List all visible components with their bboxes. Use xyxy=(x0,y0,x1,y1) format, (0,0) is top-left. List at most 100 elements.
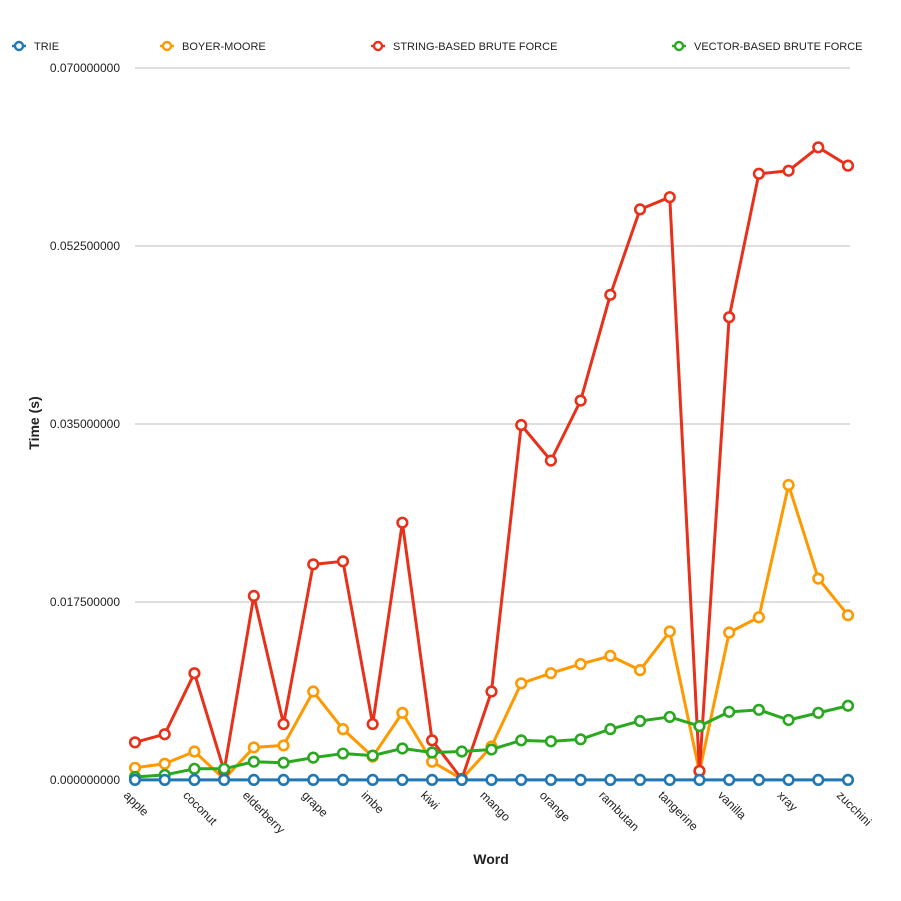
legend-label: TRIE xyxy=(34,41,59,53)
data-point xyxy=(663,710,676,724)
data-point xyxy=(307,773,320,786)
x-axis-title: Word xyxy=(473,851,509,867)
data-point xyxy=(396,773,409,786)
data-point xyxy=(425,734,439,747)
data-point xyxy=(752,703,765,716)
data-point xyxy=(128,736,142,749)
data-point xyxy=(693,719,706,733)
data-point xyxy=(604,723,617,736)
data-point xyxy=(633,773,647,786)
legend-label: BOYER-MOORE xyxy=(182,41,266,53)
x-tick-label: vanilla xyxy=(715,788,749,822)
series-vector-based-brute-force xyxy=(128,699,855,784)
data-point xyxy=(574,773,587,786)
y-axis-ticks: 0.000000000 0.017500000 0.035000000 0.05250… xyxy=(50,61,120,787)
series-string-based-brute-force xyxy=(128,141,855,786)
data-point xyxy=(247,755,260,768)
data-point xyxy=(604,649,617,663)
series-group xyxy=(128,141,855,786)
x-axis-ticks: apple coconut elderberry grape imbe kiwi mango… xyxy=(121,788,875,836)
data-point xyxy=(485,685,498,698)
data-point xyxy=(277,739,290,752)
y-axis-title: Time (s) xyxy=(26,396,42,449)
data-point xyxy=(128,773,142,786)
y-tick-label: 0.000000000 xyxy=(50,773,120,787)
data-point xyxy=(663,625,676,638)
data-point xyxy=(336,723,350,736)
legend-item: VECTOR-BASED BRUTE FORCE xyxy=(672,40,863,53)
data-point xyxy=(723,773,736,786)
data-point xyxy=(247,773,260,786)
data-point xyxy=(336,555,350,568)
data-point xyxy=(247,589,260,602)
series-boyer-moore xyxy=(128,478,855,786)
data-point xyxy=(633,203,647,216)
y-tick-label: 0.070000000 xyxy=(50,61,120,75)
data-point xyxy=(396,516,409,529)
data-point xyxy=(544,773,558,786)
series-line xyxy=(134,483,850,781)
data-point xyxy=(188,762,201,775)
data-point xyxy=(752,167,765,180)
data-point xyxy=(841,159,855,172)
legend-item: STRING-BASED BRUTE FORCE xyxy=(371,40,557,53)
x-tick-label: kiwi xyxy=(418,788,442,812)
data-point xyxy=(633,664,647,677)
data-point xyxy=(633,714,647,728)
data-point xyxy=(277,756,290,769)
data-point xyxy=(693,773,706,786)
data-point xyxy=(277,773,290,786)
data-point xyxy=(782,478,795,492)
data-point xyxy=(218,773,231,786)
y-tick-label: 0.035000000 xyxy=(50,417,120,431)
legend-marker xyxy=(372,40,384,52)
data-point xyxy=(841,609,855,622)
data-point xyxy=(307,751,320,764)
data-point xyxy=(277,717,290,731)
data-point xyxy=(366,717,379,731)
data-point xyxy=(604,773,617,786)
data-point xyxy=(336,747,350,760)
legend-marker xyxy=(161,40,173,52)
data-point xyxy=(663,191,676,204)
data-point xyxy=(485,743,498,756)
x-tick-label: mango xyxy=(477,788,513,824)
data-point xyxy=(752,773,765,786)
data-point xyxy=(515,734,528,747)
series-line xyxy=(134,145,849,781)
legend: TRIE BOYER-MOORE STRING-BASED BRUTE FORCE V… xyxy=(12,40,863,53)
legend-label: VECTOR-BASED BRUTE FORCE xyxy=(694,41,863,53)
data-point xyxy=(544,667,558,680)
legend-label: STRING-BASED BRUTE FORCE xyxy=(393,41,557,53)
x-tick-label: xray xyxy=(774,788,800,814)
data-point xyxy=(723,626,736,639)
data-point xyxy=(218,762,231,775)
data-point xyxy=(485,773,498,786)
data-point xyxy=(158,757,171,770)
data-point xyxy=(515,773,528,786)
legend-marker xyxy=(673,40,685,52)
data-point xyxy=(723,311,736,324)
data-point xyxy=(515,677,528,690)
data-point xyxy=(574,657,587,671)
data-point xyxy=(782,773,795,786)
data-point xyxy=(782,164,795,177)
data-point xyxy=(812,773,825,786)
data-point xyxy=(752,611,765,624)
x-tick-label: zucchini xyxy=(834,788,875,829)
y-tick-label: 0.052500000 xyxy=(50,239,120,253)
data-point xyxy=(158,773,171,786)
data-point xyxy=(396,742,409,755)
data-point xyxy=(188,745,201,758)
legend-item: BOYER-MOORE xyxy=(160,40,266,53)
data-point xyxy=(366,749,379,762)
data-point xyxy=(247,741,260,754)
data-point xyxy=(396,706,409,719)
data-point xyxy=(307,685,320,698)
data-point xyxy=(515,418,528,432)
data-point xyxy=(366,773,379,786)
data-point xyxy=(841,773,855,786)
data-point xyxy=(336,773,350,786)
data-point xyxy=(455,773,468,786)
